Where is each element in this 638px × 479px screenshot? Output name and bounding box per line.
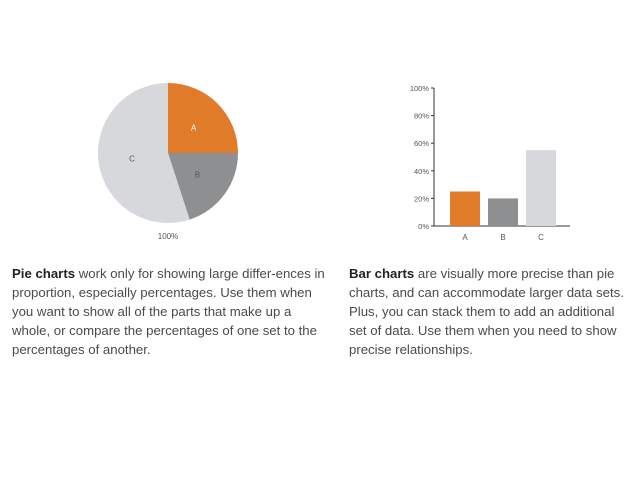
- pie-slice-b: [168, 153, 238, 220]
- pie-slice-a: [168, 83, 238, 153]
- bar-a: [450, 191, 480, 226]
- y-tick-label: 40%: [414, 167, 429, 176]
- pie-slice-c: [97, 82, 190, 223]
- y-tick-label: 60%: [414, 139, 429, 148]
- bar-caption-text: are visually more precise than pie chart…: [349, 266, 624, 357]
- bar-chart-caption: Bar charts are visually more precise tha…: [349, 264, 634, 359]
- pie-total-label: 100%: [158, 232, 178, 241]
- y-tick-label: 100%: [410, 84, 430, 93]
- pie-slice-label-a: A: [191, 123, 197, 132]
- bar-chart: 0% 20% 40% 60% 80% 100% A B C: [410, 84, 570, 242]
- pie-caption-bold: Pie charts: [12, 266, 76, 281]
- pie-slice-label-c: C: [129, 155, 135, 164]
- pie-slice-label-b: B: [195, 170, 200, 179]
- y-tick-label: 80%: [414, 112, 429, 121]
- x-tick-label-b: B: [500, 233, 505, 242]
- y-tick-label: 0%: [418, 222, 429, 231]
- x-tick-label-a: A: [462, 233, 468, 242]
- pie-chart-caption: Pie charts work only for showing large d…: [12, 264, 327, 359]
- pie-chart: A B C 100%: [97, 82, 238, 241]
- x-tick-label-c: C: [538, 233, 544, 242]
- pie-caption-text: work only for showing large differ-ences…: [12, 266, 325, 357]
- bar-c: [526, 150, 556, 226]
- bar-b: [488, 198, 518, 226]
- bar-caption-bold: Bar charts: [349, 266, 415, 281]
- y-tick-label: 20%: [414, 194, 429, 203]
